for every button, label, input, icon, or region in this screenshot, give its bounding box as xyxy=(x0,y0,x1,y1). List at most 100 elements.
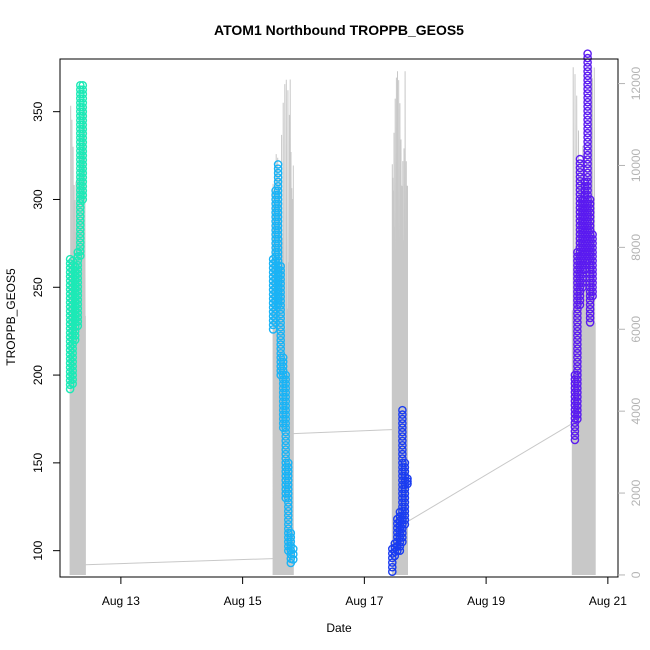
data-point xyxy=(573,366,582,376)
data-point xyxy=(273,239,283,248)
data-point xyxy=(276,353,286,362)
data-point xyxy=(400,493,410,503)
data-point xyxy=(398,528,407,538)
data-point xyxy=(281,427,291,437)
data-point xyxy=(573,379,582,389)
data-point xyxy=(76,98,85,108)
data-point xyxy=(276,331,286,341)
x-tick-label: Aug 15 xyxy=(224,594,262,608)
data-point xyxy=(273,230,283,239)
data-point xyxy=(588,269,597,279)
data-point xyxy=(278,357,288,367)
data-point xyxy=(585,195,595,204)
data-point xyxy=(400,502,410,512)
data-point xyxy=(573,397,582,406)
data-point xyxy=(400,515,410,525)
data-point xyxy=(281,383,291,393)
data-point xyxy=(585,313,595,323)
data-point xyxy=(585,296,595,305)
data-point xyxy=(281,370,291,380)
data-point xyxy=(398,427,407,437)
data-point xyxy=(276,279,286,288)
data-point xyxy=(271,212,280,222)
data-point xyxy=(575,287,585,296)
data-point xyxy=(398,440,407,450)
data-point xyxy=(585,230,595,239)
data-point xyxy=(68,322,77,332)
y2-tick-label: 6000 xyxy=(629,316,643,343)
series-2 xyxy=(268,160,298,568)
data-point xyxy=(583,186,592,195)
data-point xyxy=(276,301,286,310)
data-point xyxy=(76,81,85,90)
data-point xyxy=(398,467,407,476)
data-point xyxy=(573,287,582,297)
data-point xyxy=(70,335,80,345)
data-point xyxy=(588,230,597,239)
data-point xyxy=(281,471,291,481)
data-point xyxy=(583,238,592,248)
data-point xyxy=(78,164,88,173)
altitude-connector xyxy=(85,558,274,566)
data-point xyxy=(278,405,288,415)
data-point xyxy=(276,283,286,293)
data-point xyxy=(573,405,582,415)
data-point xyxy=(573,282,582,292)
data-point xyxy=(583,84,592,94)
data-point xyxy=(278,388,288,397)
data-point xyxy=(271,239,280,248)
data-point xyxy=(585,282,595,292)
y2-tick-label: 4000 xyxy=(629,397,643,424)
data-point xyxy=(585,278,595,288)
data-point xyxy=(583,155,592,164)
data-point xyxy=(283,489,293,498)
data-point xyxy=(573,331,582,340)
data-point xyxy=(283,511,293,520)
data-point xyxy=(78,155,88,165)
data-point xyxy=(68,348,77,358)
data-point xyxy=(570,370,580,380)
data-point xyxy=(583,137,592,147)
data-point xyxy=(283,515,293,525)
data-point xyxy=(400,511,410,520)
data-point xyxy=(573,370,582,380)
data-point xyxy=(398,445,407,455)
data-point xyxy=(583,146,592,155)
data-point xyxy=(276,274,286,284)
data-point xyxy=(281,467,291,476)
data-point xyxy=(585,291,595,301)
data-point xyxy=(281,458,291,468)
data-point xyxy=(76,229,85,239)
data-point xyxy=(273,199,283,209)
data-point xyxy=(73,312,83,322)
data-point xyxy=(398,484,407,494)
series-4 xyxy=(570,49,597,445)
data-point xyxy=(398,506,407,516)
data-point xyxy=(281,480,291,490)
data-point xyxy=(281,401,291,411)
data-point xyxy=(281,454,291,463)
data-point xyxy=(281,397,291,406)
series-3 xyxy=(387,405,412,577)
data-point xyxy=(573,335,582,345)
data-point xyxy=(583,141,592,151)
y2-tick-label: 8000 xyxy=(629,234,643,261)
data-point xyxy=(271,247,280,257)
data-point xyxy=(585,199,595,209)
y2-tick-label: 10000 xyxy=(629,148,643,182)
data-point xyxy=(398,454,407,463)
data-point xyxy=(570,435,580,445)
data-point xyxy=(271,234,280,244)
data-point xyxy=(283,458,293,468)
data-point xyxy=(585,300,595,310)
x-tick-label: Aug 19 xyxy=(467,594,505,608)
data-point xyxy=(281,414,291,424)
data-point xyxy=(73,304,83,313)
data-point xyxy=(573,309,582,318)
plot-area xyxy=(65,49,597,577)
data-point xyxy=(78,138,88,147)
y2-tick-label: 2000 xyxy=(629,479,643,506)
data-point xyxy=(271,217,280,226)
data-point xyxy=(278,401,288,411)
data-point xyxy=(271,230,280,239)
